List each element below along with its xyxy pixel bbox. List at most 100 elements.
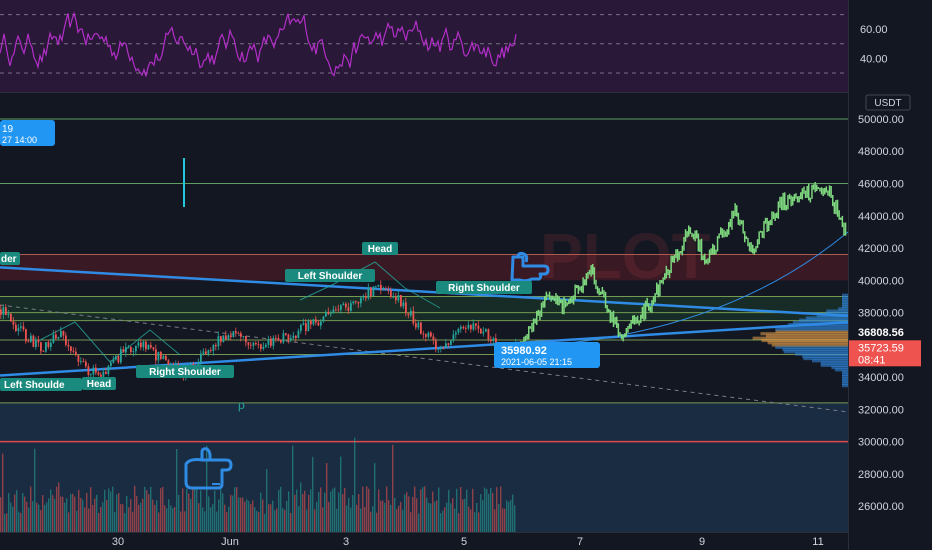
trendline-0 (0, 266, 848, 318)
projection-bar (702, 255, 704, 261)
svg-text:35980.92: 35980.92 (501, 345, 547, 357)
candle (142, 341, 145, 348)
candle (240, 333, 242, 337)
time-tick-5: 9 (699, 536, 705, 548)
volume-bar (132, 511, 134, 532)
candle (487, 329, 490, 340)
candle (262, 346, 265, 349)
candle (450, 340, 452, 345)
candle (325, 311, 327, 317)
svg-text:Head: Head (87, 379, 111, 390)
volume-bar (314, 509, 316, 532)
candle (27, 341, 30, 343)
volume-bar (94, 498, 96, 532)
volume-bar (438, 487, 440, 532)
volume-bar (372, 506, 374, 532)
volume-bar (324, 492, 326, 532)
candle (67, 344, 70, 347)
volume-bar (68, 512, 70, 532)
projection-bar (689, 227, 692, 234)
candle (192, 363, 195, 366)
volume-bar (406, 492, 408, 532)
projection-bar (840, 217, 842, 220)
profile-row (812, 359, 848, 363)
price-tick-2: 46000.00 (858, 179, 904, 191)
candle (302, 323, 305, 325)
projection-bar (748, 242, 751, 252)
projection-bar (832, 194, 834, 207)
volume-bar (382, 500, 384, 532)
price-axis[interactable] (848, 0, 932, 532)
projection-bar (609, 310, 612, 324)
candle (430, 332, 432, 337)
volume-bar (186, 488, 188, 532)
volume-bar (28, 507, 30, 532)
volume-bar (90, 487, 92, 532)
projection-bar (790, 195, 792, 207)
candle (410, 310, 412, 316)
volume-bar (368, 488, 370, 532)
candle (392, 296, 395, 298)
volume-bar (450, 503, 452, 532)
projection-bar (550, 295, 552, 302)
candle (55, 334, 57, 339)
projection-bar (782, 192, 784, 211)
resistance-zone (0, 254, 848, 281)
candle (480, 328, 482, 334)
projection-bar (635, 317, 637, 325)
volume-bar (506, 500, 508, 532)
volume-bar (296, 489, 298, 532)
projection-bar (558, 296, 560, 306)
volume-bars (0, 437, 516, 532)
rsi-line (0, 11, 517, 77)
profile-row (842, 304, 848, 309)
volume-bar (346, 505, 348, 532)
profile-row (775, 327, 848, 331)
projection-bar (617, 323, 620, 338)
candle (467, 324, 470, 329)
projection-bar (676, 249, 679, 262)
candle (52, 334, 55, 343)
svg-text:19: 19 (2, 124, 14, 135)
projection-bar (779, 196, 781, 208)
candle (110, 362, 112, 366)
tooltip-left: 19 27 14:00 (0, 120, 55, 146)
projection-bar (576, 285, 578, 289)
profile-row (779, 325, 848, 329)
profile-row (805, 316, 848, 320)
volume-bar (270, 504, 272, 532)
volume-bar (196, 489, 198, 532)
volume-bar (58, 482, 60, 532)
volume-bar (100, 506, 102, 532)
volume-bar (504, 508, 506, 532)
candle (120, 349, 122, 363)
volume-bar (312, 456, 314, 532)
price-tick-9: 32000.00 (858, 404, 904, 416)
projection-bar (529, 326, 532, 329)
time-axis[interactable] (0, 532, 848, 550)
label-head-top: Head (362, 242, 398, 255)
profile-row (820, 363, 848, 367)
volume-bar (452, 498, 454, 532)
projection-bar (630, 319, 632, 329)
candle (317, 322, 320, 326)
label-left-shoulder-bottom: Left Shoulde (0, 378, 82, 391)
projection-bar (732, 210, 735, 219)
time-ticks: 30 Jun 3 5 7 9 11 (112, 536, 824, 548)
candle (200, 353, 202, 363)
profile-row (775, 329, 848, 334)
projection-bar (657, 284, 660, 298)
projection-bar (728, 221, 730, 235)
profile-row (842, 293, 848, 297)
candle (270, 338, 272, 346)
candle (492, 338, 495, 342)
volume-bar (380, 500, 382, 532)
projection-bar (620, 333, 623, 340)
volume-bar (164, 505, 166, 532)
volume-bar (32, 501, 34, 532)
time-tick-3: 5 (461, 536, 467, 548)
candle (157, 351, 160, 361)
volume-bar (358, 494, 360, 532)
volume-bar (416, 498, 418, 532)
